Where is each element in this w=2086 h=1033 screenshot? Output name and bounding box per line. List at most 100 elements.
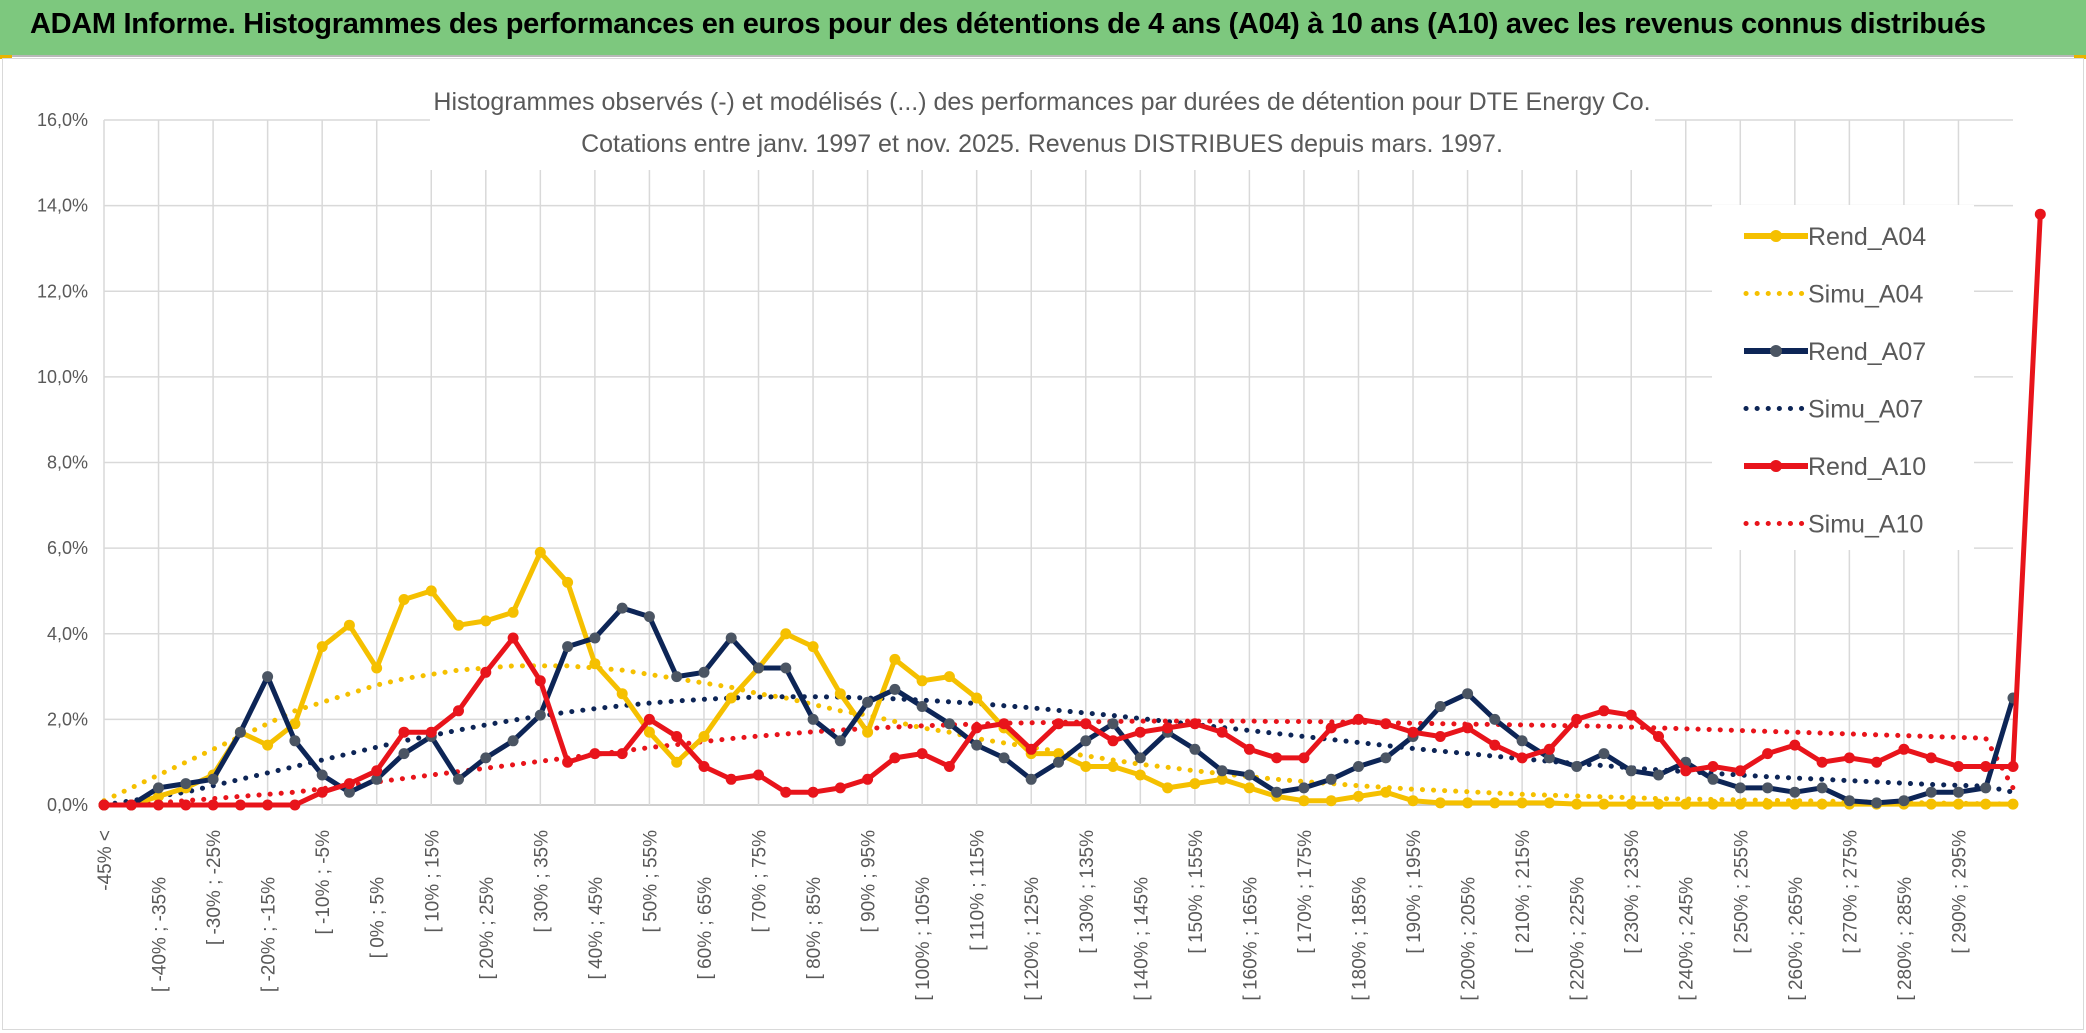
y-tick-label: 0,0% [47, 795, 88, 815]
legend-label: Simu_A04 [1808, 281, 1923, 309]
x-tick-label: [ 160% ; 165% [1240, 877, 1261, 1001]
data-point [1162, 782, 1174, 794]
data-point [1789, 739, 1801, 751]
data-point [943, 671, 955, 683]
data-point [889, 653, 901, 665]
data-point [780, 786, 792, 798]
data-point [2007, 798, 2019, 810]
title-background [430, 80, 1655, 170]
data-point [1243, 782, 1255, 794]
data-point [1516, 797, 1528, 809]
data-point [671, 756, 683, 768]
data-point [971, 739, 983, 751]
x-tick-label: [ 280% ; 285% [1895, 877, 1916, 1001]
data-point [125, 799, 137, 811]
x-tick-label: [ 110% ; 115% [968, 830, 989, 951]
legend-label: Simu_A10 [1808, 511, 1923, 539]
data-point [1080, 735, 1092, 747]
data-point [862, 726, 874, 738]
data-point [398, 594, 410, 605]
x-tick-label: [ 100% ; 105% [913, 877, 934, 1001]
data-point [1243, 743, 1255, 755]
data-point [1571, 761, 1583, 772]
data-point [1707, 773, 1719, 785]
data-point [1053, 748, 1064, 760]
series-Simu_A07 [101, 694, 2016, 808]
banner-title: ADAM Informe. Histogrammes des performan… [30, 8, 1986, 40]
data-point [562, 641, 574, 653]
corner-accent-right [2074, 55, 2086, 59]
data-point [1380, 786, 1392, 798]
legend-label: Rend_A10 [1808, 453, 1926, 481]
data-point [1871, 756, 1883, 768]
x-tick-label: [ -40% ; -35% [150, 877, 171, 992]
data-point [753, 662, 764, 674]
data-point [1898, 795, 1910, 807]
x-tick-label: -45% < [95, 830, 116, 891]
data-point [1407, 795, 1419, 807]
legend-item-Rend_A10: Rend_A10 [1744, 453, 1926, 481]
data-point [1489, 739, 1501, 751]
data-point [725, 773, 737, 785]
data-point [589, 632, 601, 644]
x-tick-label: [ 220% ; 225% [1568, 877, 1589, 1001]
data-point [1462, 688, 1474, 700]
data-point [1953, 786, 1964, 798]
data-point [1843, 795, 1855, 807]
data-point [425, 726, 437, 738]
data-point [343, 619, 355, 631]
x-tick-label: [ 40% ; 45% [586, 877, 607, 980]
data-point [1025, 773, 1037, 785]
legend-item-Rend_A04: Rend_A04 [1744, 223, 1926, 251]
data-point [1353, 790, 1364, 802]
data-point [1625, 798, 1637, 810]
data-point [943, 761, 955, 772]
data-point [1816, 756, 1828, 768]
data-point [1434, 701, 1446, 712]
data-point [371, 765, 383, 777]
data-point [616, 688, 628, 700]
series-line [101, 694, 2016, 808]
data-point [643, 611, 655, 623]
data-point [316, 641, 328, 653]
data-point [1162, 722, 1174, 734]
data-point [589, 748, 601, 760]
data-point [1380, 752, 1392, 764]
data-point [671, 731, 683, 742]
legend-item-Rend_A07: Rend_A07 [1744, 338, 1926, 366]
x-tick-label: [ 80% ; 85% [804, 877, 825, 980]
data-point [2034, 208, 2046, 220]
grid [103, 119, 2013, 806]
data-point [698, 731, 710, 742]
data-point [1516, 735, 1528, 747]
data-point [1107, 718, 1119, 730]
data-point [262, 739, 274, 751]
data-point [316, 786, 328, 798]
data-point [1762, 748, 1774, 760]
data-point [1053, 718, 1064, 730]
data-point [1762, 782, 1774, 794]
data-point [971, 692, 983, 704]
data-point [1843, 752, 1855, 764]
data-point [916, 675, 928, 687]
data-point [1925, 752, 1937, 764]
chart-frame [2, 58, 2084, 1030]
data-point [1871, 797, 1883, 809]
data-point [889, 752, 901, 764]
data-point [589, 658, 601, 670]
x-tick-label: [ 0% ; 5% [368, 877, 389, 958]
data-point [1953, 761, 1964, 772]
legend-item-Simu_A04: Simu_A04 [1743, 281, 1923, 309]
x-tick-label: [ 200% ; 205% [1459, 877, 1480, 1001]
data-point [1925, 786, 1937, 798]
data-point [616, 602, 628, 614]
data-point [1653, 798, 1664, 810]
legend-marker [1770, 460, 1782, 472]
x-tick-label: [ 250% ; 255% [1731, 830, 1752, 954]
data-point [1543, 743, 1555, 755]
data-point [916, 701, 928, 712]
data-point [1707, 761, 1719, 772]
data-point [207, 773, 219, 785]
x-tick-label: [ 30% ; 35% [531, 830, 552, 933]
y-tick-label: 12,0% [37, 281, 88, 301]
